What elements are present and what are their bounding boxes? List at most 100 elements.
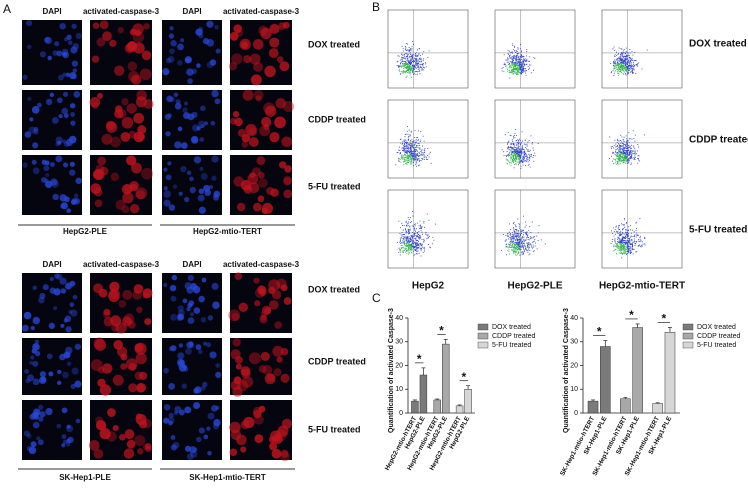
micrograph bbox=[22, 400, 82, 460]
event bbox=[620, 253, 621, 254]
event bbox=[520, 240, 521, 241]
event bbox=[414, 61, 415, 62]
event bbox=[418, 143, 419, 144]
event bbox=[622, 154, 623, 155]
cell bbox=[90, 183, 101, 194]
event bbox=[409, 50, 410, 51]
event bbox=[524, 56, 525, 57]
event bbox=[623, 68, 624, 69]
event bbox=[632, 70, 633, 71]
event bbox=[518, 244, 519, 245]
event bbox=[527, 151, 528, 152]
cell bbox=[61, 443, 65, 447]
event bbox=[640, 236, 641, 237]
event bbox=[508, 154, 509, 155]
event bbox=[618, 68, 619, 69]
event bbox=[402, 59, 403, 60]
event bbox=[521, 154, 522, 155]
cell bbox=[164, 186, 168, 190]
event bbox=[511, 245, 512, 246]
event bbox=[627, 60, 628, 61]
event bbox=[411, 132, 412, 133]
event bbox=[628, 159, 629, 160]
event bbox=[420, 244, 421, 245]
event bbox=[524, 155, 525, 156]
y-tick-label: 40 bbox=[395, 315, 403, 322]
event bbox=[410, 238, 411, 239]
cell bbox=[188, 317, 195, 324]
event bbox=[625, 249, 626, 250]
event bbox=[404, 248, 405, 249]
event bbox=[626, 75, 627, 76]
event bbox=[406, 151, 407, 152]
event bbox=[618, 158, 619, 159]
event bbox=[627, 58, 628, 59]
event bbox=[629, 238, 630, 239]
event bbox=[524, 144, 525, 145]
event bbox=[515, 252, 516, 253]
event bbox=[629, 65, 630, 66]
event bbox=[616, 156, 617, 157]
event bbox=[527, 142, 528, 143]
event bbox=[526, 231, 527, 232]
event bbox=[419, 69, 420, 70]
cell bbox=[269, 37, 279, 47]
event bbox=[628, 238, 629, 239]
event bbox=[407, 142, 408, 143]
cell bbox=[259, 125, 270, 136]
micrograph bbox=[22, 90, 82, 150]
event bbox=[638, 241, 639, 242]
event bbox=[402, 225, 403, 226]
event bbox=[620, 241, 621, 242]
event bbox=[520, 57, 521, 58]
event bbox=[406, 64, 407, 65]
event bbox=[512, 45, 513, 46]
event bbox=[519, 239, 520, 240]
significance-mark: * bbox=[461, 370, 466, 384]
event bbox=[404, 157, 405, 158]
event bbox=[513, 152, 514, 153]
event bbox=[523, 62, 524, 63]
cell bbox=[124, 313, 135, 324]
cell bbox=[122, 117, 134, 129]
event bbox=[416, 56, 417, 57]
event bbox=[628, 251, 629, 252]
event bbox=[524, 154, 525, 155]
event bbox=[407, 251, 408, 252]
event bbox=[624, 219, 625, 220]
cell bbox=[52, 194, 58, 200]
event bbox=[618, 143, 619, 144]
column-label: HepG2-mtio-TERT bbox=[599, 281, 685, 292]
event bbox=[423, 248, 424, 249]
event bbox=[620, 150, 621, 151]
event bbox=[421, 152, 422, 153]
event bbox=[632, 58, 633, 59]
event bbox=[522, 147, 523, 148]
event bbox=[516, 229, 517, 230]
event bbox=[624, 60, 625, 61]
event bbox=[617, 163, 618, 164]
cell bbox=[53, 288, 60, 295]
event bbox=[521, 166, 522, 167]
event bbox=[636, 60, 637, 61]
event bbox=[525, 147, 526, 148]
event bbox=[530, 65, 531, 66]
event bbox=[417, 232, 418, 233]
event bbox=[408, 233, 409, 234]
event bbox=[523, 247, 524, 248]
event bbox=[628, 233, 629, 234]
cell bbox=[66, 439, 71, 444]
event bbox=[624, 150, 625, 151]
cell bbox=[102, 363, 112, 373]
cell bbox=[61, 108, 68, 115]
event bbox=[416, 243, 417, 244]
event bbox=[412, 242, 413, 243]
legend-swatch bbox=[683, 342, 693, 348]
cell bbox=[62, 139, 66, 143]
event bbox=[510, 233, 511, 234]
event bbox=[632, 246, 633, 247]
event bbox=[515, 242, 516, 243]
event bbox=[623, 70, 624, 71]
event bbox=[421, 248, 422, 249]
cell bbox=[66, 208, 71, 213]
